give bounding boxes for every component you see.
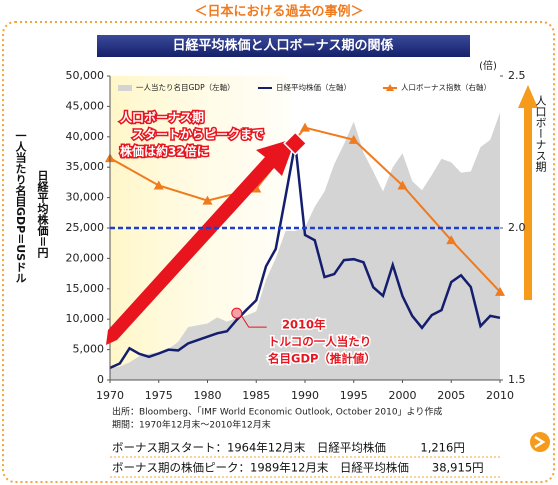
source: 期間：1970年12月末～2010年12月末 (112, 419, 271, 431)
banner-text: 日経平均株価と人口ボーナス期の関係 (172, 38, 393, 54)
x-tick-label: 2005 (437, 389, 465, 402)
title-bg (170, 3, 388, 21)
triangle-marker (348, 134, 359, 144)
annotation-text: 人口ボーナス期 (120, 110, 204, 125)
annotation-text: 株価は約32倍に (120, 144, 209, 159)
y-axis-label: 一人当たり名目GDP＝USドル (14, 130, 27, 283)
annotation-text: トルコの一人当たり (268, 335, 371, 349)
legend-label: 一人当たり名目GDP（左軸） (136, 82, 235, 92)
y-axis-label: 日経平均株価＝円 (36, 170, 50, 259)
x-tick-label: 1970 (96, 389, 124, 402)
series-line (109, 143, 501, 370)
x-tick-label: 1995 (340, 389, 368, 402)
legend-swatch (118, 85, 132, 91)
y2-axis-label: 人口ボーナス期 (534, 95, 547, 173)
triangle-marker (153, 180, 164, 190)
y-tick-label: 45,000 (66, 99, 105, 112)
y-tick-label: 40,000 (66, 130, 105, 143)
y-tick-label: 20,000 (66, 251, 105, 264)
next-icon-arrow (534, 435, 546, 449)
footer-line: ボーナス期の株価ピーク：1989年12月末 日経平均株価 38,915円 (112, 461, 484, 475)
banner (97, 35, 470, 57)
x-tick-label: 1990 (291, 389, 319, 402)
x-tick-label: 1980 (194, 389, 222, 402)
annotation-text: スタートからピークまで (132, 128, 264, 142)
y-tick-label: 5,000 (73, 343, 105, 356)
source: 出所：Bloomberg、「IMF World Economic Outlook… (112, 406, 442, 418)
page-title: ＜日本における過去の事例＞ (194, 4, 363, 20)
plot (105, 112, 505, 380)
y2-tick-label: 2.5 (508, 69, 526, 82)
y-tick-label: 30,000 (66, 191, 105, 204)
gdp-area (110, 112, 500, 380)
y-tick-label: 15,000 (66, 282, 105, 295)
y-tick-label: 25,000 (66, 221, 105, 234)
legend-label: 日経平均株価（左軸） (276, 82, 351, 92)
triangle-marker (446, 235, 457, 245)
x-tick-label: 2010 (486, 389, 514, 402)
bonus-arrow (518, 85, 538, 300)
y2-unit: (倍) (479, 59, 497, 72)
y-tick-label: 50,000 (66, 69, 105, 82)
legend-marker (386, 84, 394, 91)
growth-arrow (106, 138, 296, 345)
next-icon (530, 432, 550, 452)
x-tick-label: 1985 (242, 389, 270, 402)
y-tick-label: 0 (97, 373, 104, 386)
annotation-text: 2010年 (282, 318, 326, 332)
y-tick-label: 35,000 (66, 160, 105, 173)
triangle-marker (495, 286, 505, 296)
legend-label: 人口ボーナス指数（右軸） (401, 82, 491, 92)
y2-tick-label: 2.0 (508, 221, 526, 234)
annotation-text: 名目GDP（推計値） (268, 352, 376, 366)
x-tick-label: 2000 (389, 389, 417, 402)
triangle-marker (202, 195, 213, 205)
x-tick-label: 1975 (145, 389, 173, 402)
triangle-marker (251, 183, 262, 193)
y2-tick-label: 1.5 (508, 373, 526, 386)
footer-line: ボーナス期スタート：1964年12月末 日経平均株価 1,216円 (112, 441, 465, 455)
triangle-marker (397, 180, 408, 190)
y-tick-label: 10,000 (66, 312, 105, 325)
triangle-marker (300, 122, 310, 132)
turkey-point (231, 307, 243, 319)
peak-diamond (283, 131, 308, 156)
annotation-leader (241, 315, 267, 328)
